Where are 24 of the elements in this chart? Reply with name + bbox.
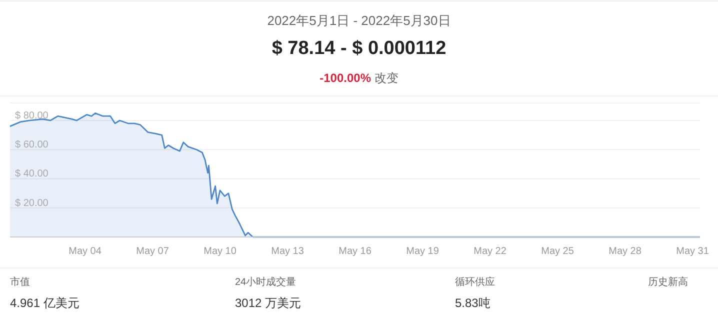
text: 市值 (10, 276, 30, 288)
x-tick-label: May 25 (541, 246, 574, 258)
chart-title: 2022年5月1日 - 2022年5月30日 (267, 13, 451, 28)
x-tick-label: May 10 (204, 246, 237, 258)
y-tick-label: $ 80.00 (15, 110, 49, 122)
y-tick-label: $ 60.00 (15, 140, 49, 151)
chart-subtitle: $ 78.14 - $ 0.000112 (272, 38, 446, 59)
x-tick-label: May 07 (136, 246, 170, 258)
x-tick-label: May 04 (68, 246, 102, 258)
text: 5.83吨 (455, 296, 490, 310)
text: 循环供应 (455, 276, 495, 288)
text: 历史新高 (648, 276, 688, 288)
text: 3012 万美元 (235, 296, 302, 310)
text: 4.961 亿美元 (10, 296, 80, 310)
x-tick-label: May 22 (474, 246, 507, 258)
y-tick-label: $ 20.00 (15, 198, 49, 209)
x-tick-label: May 31 (676, 246, 710, 258)
x-tick-label: May 19 (406, 246, 440, 258)
x-tick-label: May 28 (608, 246, 642, 258)
x-tick-label: May 13 (271, 246, 304, 258)
text: -100.00% 改变 (320, 71, 398, 85)
x-tick-label: May 16 (338, 246, 372, 258)
text: 24小时成交量 (235, 276, 296, 288)
y-tick-label: $ 40.00 (15, 168, 49, 180)
